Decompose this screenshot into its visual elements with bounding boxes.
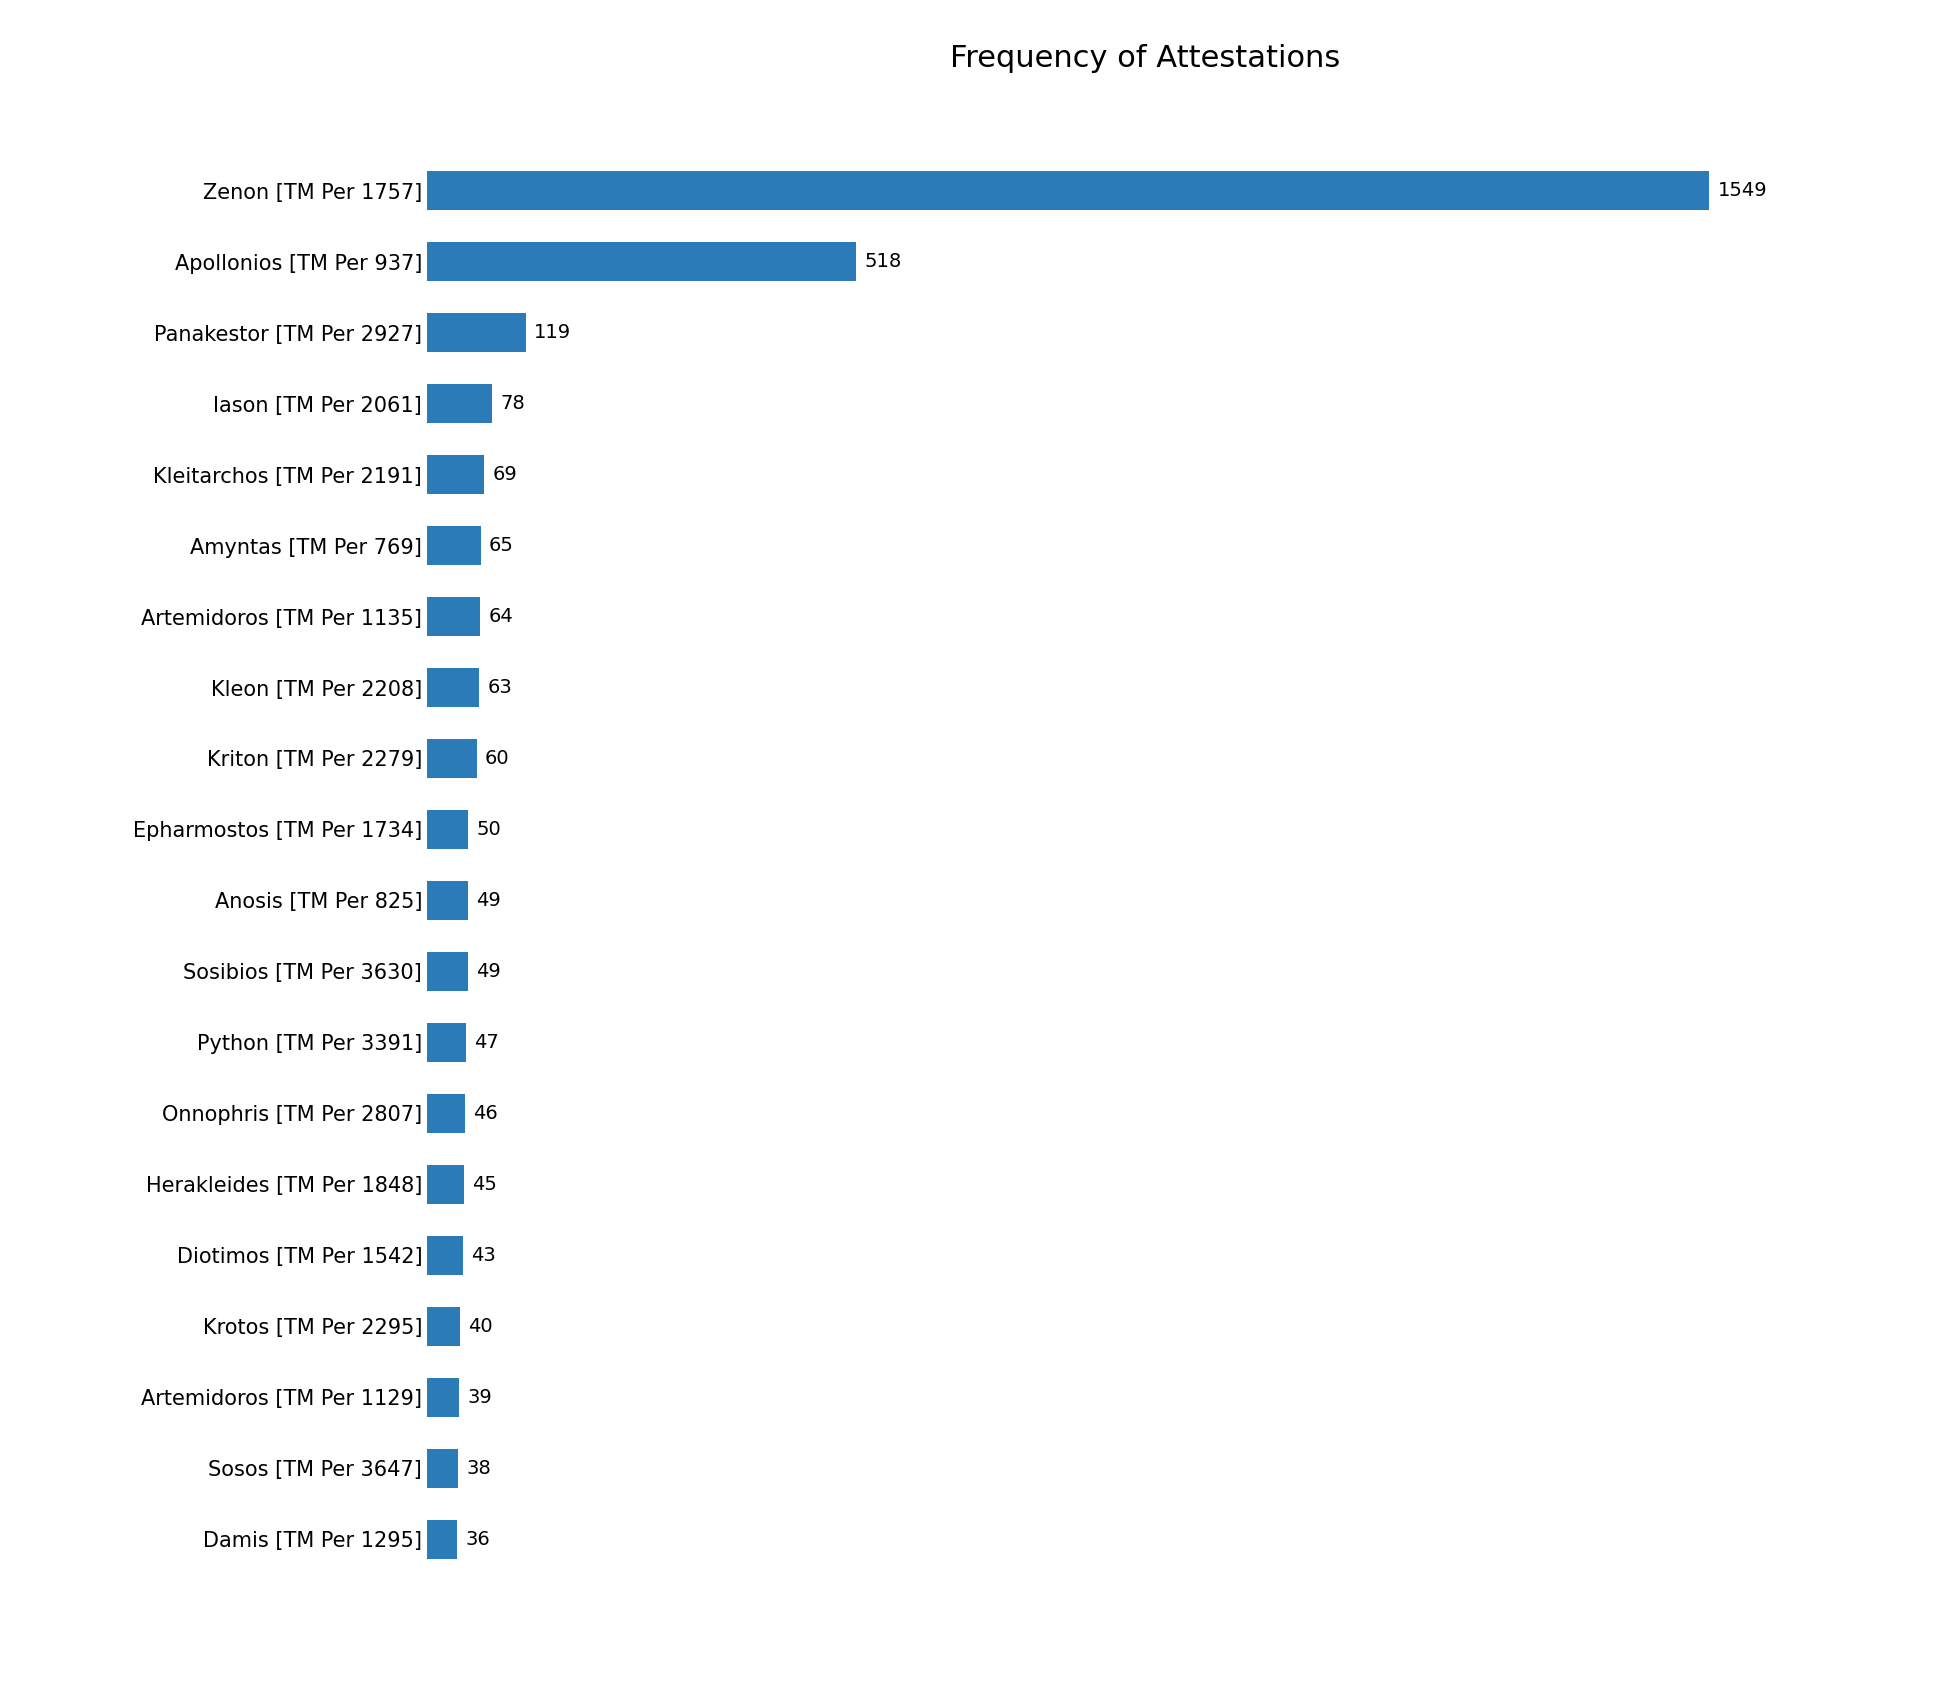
Text: 45: 45 [472,1175,497,1194]
Title: Frequency of Attestations: Frequency of Attestations [949,44,1341,73]
Text: 60: 60 [485,750,510,768]
Bar [427,314,526,353]
Bar [427,880,468,919]
Bar [427,1520,456,1559]
Text: 78: 78 [501,393,524,414]
Text: 36: 36 [466,1530,489,1548]
Text: 47: 47 [474,1033,499,1052]
Bar [427,243,856,282]
Bar [427,597,479,636]
Text: 64: 64 [489,607,512,626]
Text: 40: 40 [468,1316,493,1336]
Bar [427,1236,462,1275]
Text: 63: 63 [487,678,512,697]
Bar [427,668,479,707]
Bar [427,951,468,990]
Text: 43: 43 [472,1247,495,1265]
Bar [427,171,1710,210]
Bar [427,1094,466,1133]
Bar [427,1165,464,1204]
Bar [427,1023,466,1062]
Text: 1549: 1549 [1718,181,1768,200]
Text: 65: 65 [489,536,514,555]
Text: 119: 119 [534,324,571,343]
Bar [427,455,483,494]
Bar [427,1448,458,1487]
Text: 49: 49 [476,962,501,980]
Text: 38: 38 [466,1459,491,1477]
Text: 39: 39 [468,1387,493,1406]
Bar [427,1308,460,1347]
Bar [427,383,491,422]
Text: 49: 49 [476,890,501,911]
Text: 46: 46 [474,1104,499,1123]
Text: 50: 50 [477,819,501,840]
Bar [427,811,468,850]
Bar [427,526,481,565]
Bar [427,1377,460,1416]
Text: 69: 69 [493,465,516,483]
Bar [427,739,477,778]
Text: 518: 518 [864,253,901,271]
